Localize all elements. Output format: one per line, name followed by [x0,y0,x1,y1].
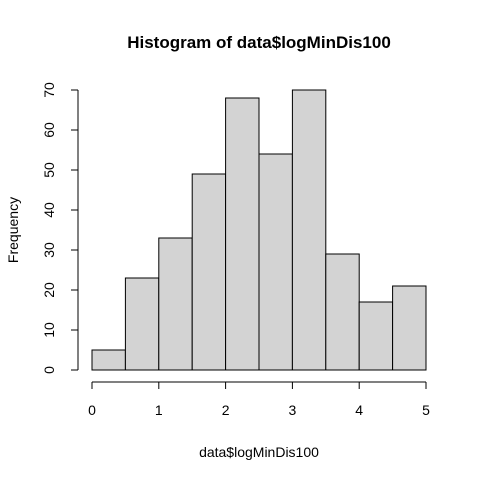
histogram-bar [225,97,260,371]
y-axis-label: Frequency [5,197,21,263]
x-tick-label: 5 [422,402,430,418]
histogram-bar [358,301,394,371]
x-axis: 0 1 2 3 4 5 [88,381,430,418]
y-tick-label: 70 [41,82,57,98]
histogram-bar [124,277,160,371]
histogram-bar [258,153,293,371]
histogram-bar [392,285,427,371]
y-tick-label: 0 [41,366,57,374]
histogram-bar [191,173,227,371]
y-tick-label: 30 [41,242,57,258]
x-tick-label: 0 [88,402,96,418]
y-tick-label: 60 [41,122,57,138]
y-axis: 0 10 20 30 40 50 60 70 [41,82,79,374]
y-tick-label: 20 [41,282,57,298]
histogram-bar [91,349,126,371]
x-tick-label: 4 [355,402,363,418]
histogram-bars [91,89,427,371]
x-tick-label: 3 [289,402,297,418]
x-tick-label: 2 [222,402,230,418]
y-tick-label: 40 [41,202,57,218]
y-tick-label: 10 [41,322,57,338]
histogram-bar [158,237,193,371]
histogram-bar [291,89,327,371]
histogram-bar [325,253,360,371]
x-axis-label: data$logMinDis100 [199,444,319,460]
y-tick-label: 50 [41,162,57,178]
chart-title: Histogram of data$logMinDis100 [127,33,391,52]
x-tick-label: 1 [155,402,163,418]
